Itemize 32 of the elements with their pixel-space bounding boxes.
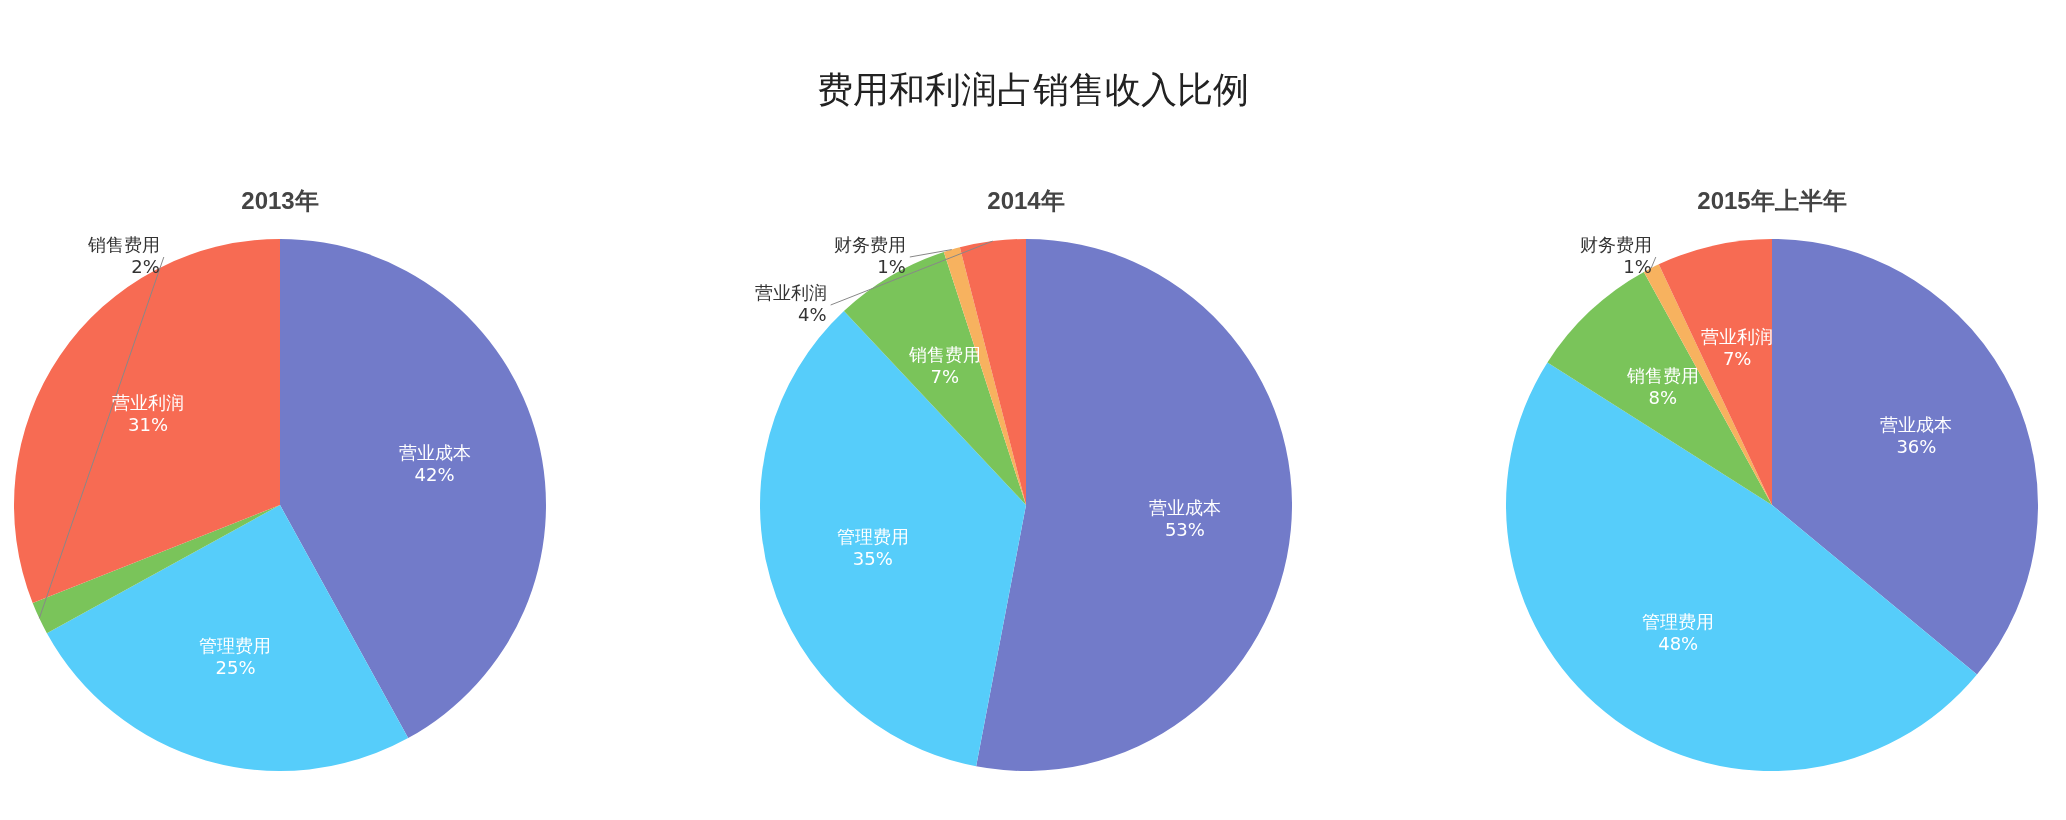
data-label: 4% <box>798 303 827 325</box>
data-label: 1% <box>1623 255 1652 277</box>
chart-title: 2013年 <box>240 186 320 216</box>
slice-label: 营业成本 <box>1880 413 1953 435</box>
data-label: 1% <box>877 255 906 277</box>
data-label: 7% <box>1722 347 1752 369</box>
slice-label: 销售费用 <box>907 344 981 366</box>
slice-label: 营业利润 <box>112 391 184 413</box>
slice-label: 财务费用 <box>833 233 906 255</box>
slice-label: 营业成本 <box>1148 496 1221 518</box>
data-label: 35% <box>852 548 893 570</box>
chart-title: 2015年上半年 <box>1696 186 1848 216</box>
data-label: 2% <box>131 255 160 277</box>
data-label: 25% <box>215 656 256 678</box>
slice-label: 营业成本 <box>398 441 471 463</box>
chart-title: 2014年 <box>986 186 1066 216</box>
slice-label: 管理费用 <box>836 526 909 548</box>
data-label: 36% <box>1896 435 1937 457</box>
data-label: 42% <box>414 463 455 485</box>
text: 费用和利润占销售收入比例 <box>816 68 1250 112</box>
slice-label: 管理费用 <box>1642 610 1715 632</box>
slice-label: 营业利润 <box>1701 325 1774 347</box>
data-label: 53% <box>1164 518 1205 540</box>
slice-label: 销售费用 <box>1625 365 1699 387</box>
slice-label: 销售费用 <box>86 233 160 255</box>
slice-label: 管理费用 <box>199 634 272 656</box>
slice-label: 财务费用 <box>1579 233 1652 255</box>
data-label: 8% <box>1648 387 1678 409</box>
data-label: 48% <box>1658 632 1699 654</box>
data-label: 31% <box>127 413 169 435</box>
data-label: 7% <box>930 366 960 388</box>
slice-label: 营业利润 <box>754 281 827 303</box>
